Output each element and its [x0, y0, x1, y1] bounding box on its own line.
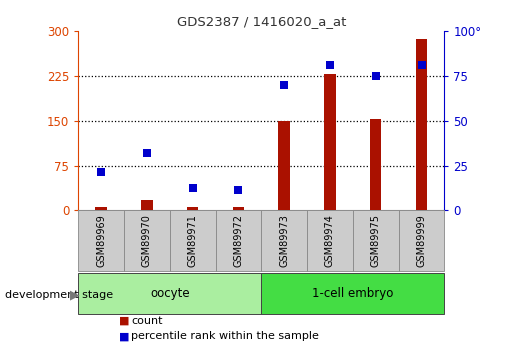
- Bar: [307, 210, 353, 271]
- Title: GDS2387 / 1416020_a_at: GDS2387 / 1416020_a_at: [177, 16, 346, 29]
- Point: [280, 82, 288, 88]
- Point: [143, 150, 151, 156]
- Text: GSM89972: GSM89972: [233, 214, 243, 267]
- Point: [189, 186, 197, 191]
- Text: ▶: ▶: [70, 288, 80, 302]
- Point: [234, 187, 242, 193]
- Text: count: count: [131, 316, 163, 326]
- Bar: [370, 119, 381, 210]
- Bar: [124, 210, 170, 271]
- Bar: [262, 273, 444, 314]
- Bar: [187, 207, 198, 210]
- Text: GSM89970: GSM89970: [142, 214, 152, 267]
- Bar: [95, 207, 107, 210]
- Bar: [233, 207, 244, 210]
- Text: oocyte: oocyte: [150, 287, 189, 300]
- Bar: [353, 210, 398, 271]
- Bar: [398, 210, 444, 271]
- Bar: [324, 74, 336, 210]
- Text: GSM89975: GSM89975: [371, 214, 381, 267]
- Text: GSM89999: GSM89999: [417, 214, 427, 267]
- Text: 1-cell embryo: 1-cell embryo: [312, 287, 393, 300]
- Point: [326, 62, 334, 68]
- Text: ■: ■: [119, 316, 129, 326]
- Text: GSM89973: GSM89973: [279, 214, 289, 267]
- Text: GSM89971: GSM89971: [188, 214, 197, 267]
- Text: ■: ■: [119, 332, 129, 341]
- Bar: [170, 210, 216, 271]
- Point: [418, 62, 426, 68]
- Bar: [416, 39, 427, 210]
- Text: percentile rank within the sample: percentile rank within the sample: [131, 332, 319, 341]
- Point: [372, 73, 380, 79]
- Bar: [262, 210, 307, 271]
- Bar: [78, 273, 262, 314]
- Bar: [278, 121, 290, 210]
- Text: development stage: development stage: [5, 290, 113, 300]
- Bar: [216, 210, 262, 271]
- Bar: [141, 200, 153, 210]
- Text: GSM89969: GSM89969: [96, 214, 106, 267]
- Text: GSM89974: GSM89974: [325, 214, 335, 267]
- Bar: [78, 210, 124, 271]
- Point: [97, 169, 105, 174]
